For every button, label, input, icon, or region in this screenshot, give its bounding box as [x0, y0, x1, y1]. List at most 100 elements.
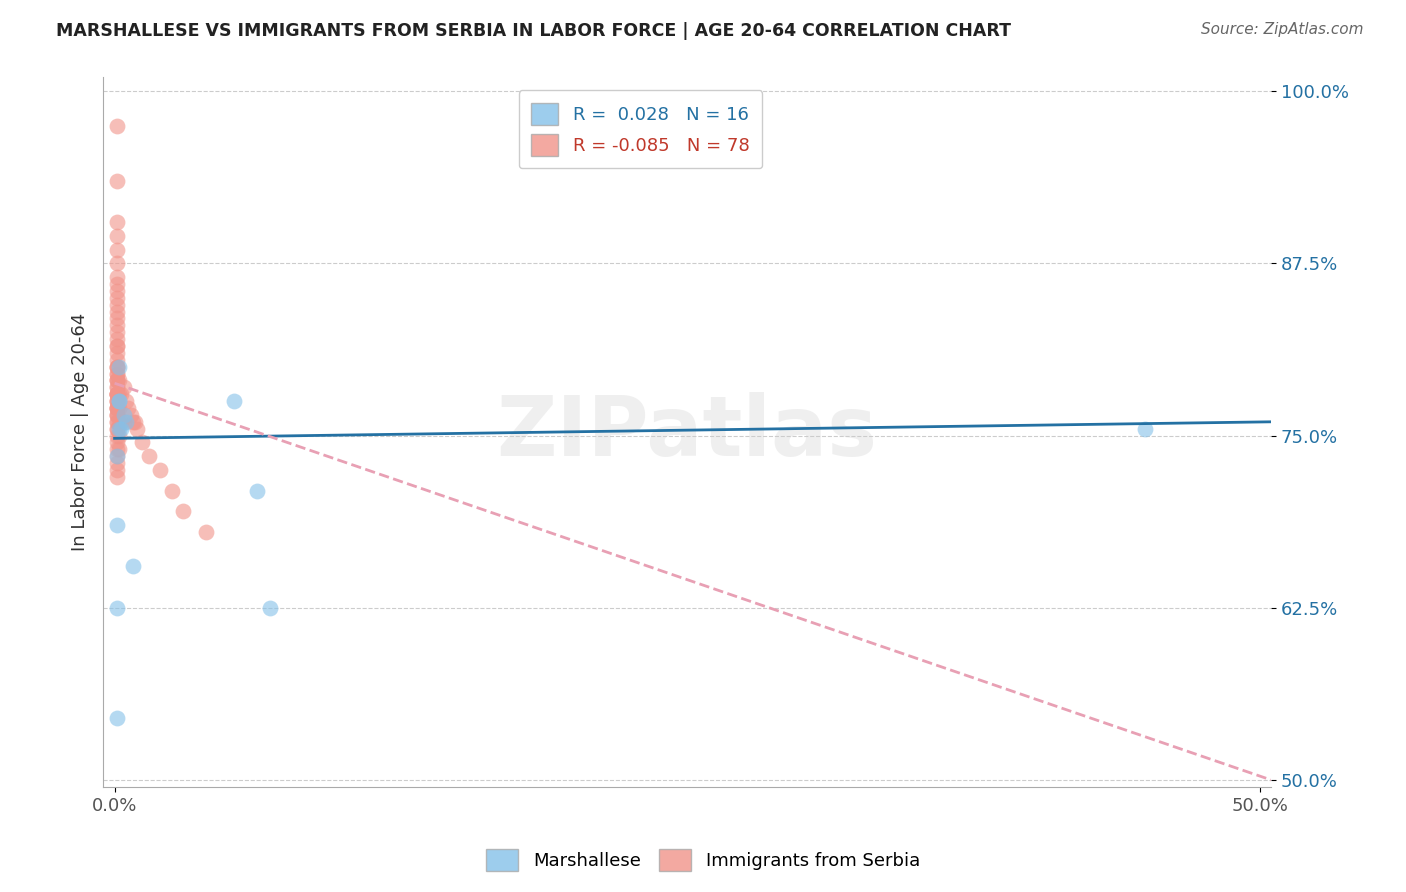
Point: [124, 415, 146, 429]
Point: [122, 415, 145, 429]
Point: [112, 415, 135, 429]
Point: [105, 359, 128, 374]
Point: [105, 422, 128, 436]
Point: [110, 387, 132, 401]
Point: [120, 408, 142, 422]
Point: [105, 401, 128, 415]
Point: [122, 559, 145, 574]
Point: [105, 449, 128, 463]
Point: [259, 600, 281, 615]
Point: [195, 524, 218, 539]
Point: [105, 277, 128, 291]
Point: [105, 428, 128, 442]
Point: [105, 174, 128, 188]
Point: [105, 228, 128, 243]
Point: [105, 442, 128, 457]
Point: [112, 408, 135, 422]
Point: [105, 380, 128, 394]
Point: [105, 711, 128, 725]
Point: [105, 243, 128, 257]
Point: [115, 394, 138, 409]
Point: [105, 449, 128, 463]
Point: [105, 284, 128, 298]
Point: [105, 332, 128, 346]
Point: [105, 408, 128, 422]
Point: [105, 394, 128, 409]
Legend: R =  0.028   N = 16, R = -0.085   N = 78: R = 0.028 N = 16, R = -0.085 N = 78: [519, 90, 762, 169]
Point: [105, 339, 128, 353]
Y-axis label: In Labor Force | Age 20-64: In Labor Force | Age 20-64: [72, 313, 89, 551]
Point: [105, 408, 128, 422]
Point: [138, 449, 160, 463]
Point: [108, 442, 131, 457]
Point: [105, 401, 128, 415]
Point: [105, 359, 128, 374]
Point: [105, 470, 128, 484]
Point: [105, 215, 128, 229]
Point: [105, 359, 128, 374]
Point: [105, 119, 128, 133]
Point: [105, 394, 128, 409]
Point: [110, 422, 132, 436]
Point: [105, 291, 128, 305]
Point: [105, 352, 128, 367]
Point: [105, 270, 128, 285]
Point: [117, 401, 139, 415]
Point: [105, 387, 128, 401]
Text: Source: ZipAtlas.com: Source: ZipAtlas.com: [1201, 22, 1364, 37]
Point: [105, 387, 128, 401]
Point: [108, 401, 131, 415]
Point: [222, 394, 245, 409]
Point: [127, 422, 149, 436]
Point: [105, 318, 128, 333]
Point: [105, 415, 128, 429]
Point: [105, 422, 128, 436]
Point: [131, 435, 153, 450]
Point: [172, 504, 194, 518]
Point: [108, 422, 131, 436]
Point: [105, 346, 128, 360]
Point: [160, 483, 183, 498]
Point: [105, 408, 128, 422]
Point: [105, 304, 128, 318]
Point: [105, 387, 128, 401]
Point: [105, 374, 128, 388]
Point: [149, 463, 172, 477]
Point: [108, 415, 131, 429]
Point: [105, 415, 128, 429]
Point: [108, 359, 131, 374]
Point: [105, 380, 128, 394]
Point: [105, 401, 128, 415]
Point: [105, 456, 128, 470]
Point: [245, 483, 267, 498]
Point: [105, 256, 128, 270]
Point: [108, 374, 131, 388]
Point: [108, 394, 131, 409]
Point: [105, 518, 128, 533]
Point: [105, 600, 128, 615]
Legend: Marshallese, Immigrants from Serbia: Marshallese, Immigrants from Serbia: [479, 842, 927, 879]
Point: [105, 387, 128, 401]
Point: [110, 415, 132, 429]
Point: [105, 367, 128, 381]
Point: [105, 463, 128, 477]
Point: [105, 311, 128, 326]
Point: [1133, 422, 1156, 436]
Text: MARSHALLESE VS IMMIGRANTS FROM SERBIA IN LABOR FORCE | AGE 20-64 CORRELATION CHA: MARSHALLESE VS IMMIGRANTS FROM SERBIA IN…: [56, 22, 1011, 40]
Point: [105, 298, 128, 312]
Point: [108, 428, 131, 442]
Point: [105, 401, 128, 415]
Point: [105, 326, 128, 340]
Point: [105, 435, 128, 450]
Point: [105, 387, 128, 401]
Point: [115, 415, 138, 429]
Point: [105, 339, 128, 353]
Point: [108, 387, 131, 401]
Point: [105, 374, 128, 388]
Point: [105, 367, 128, 381]
Point: [112, 380, 135, 394]
Point: [108, 394, 131, 409]
Text: ZIPatlas: ZIPatlas: [496, 392, 877, 473]
Point: [105, 394, 128, 409]
Point: [105, 374, 128, 388]
